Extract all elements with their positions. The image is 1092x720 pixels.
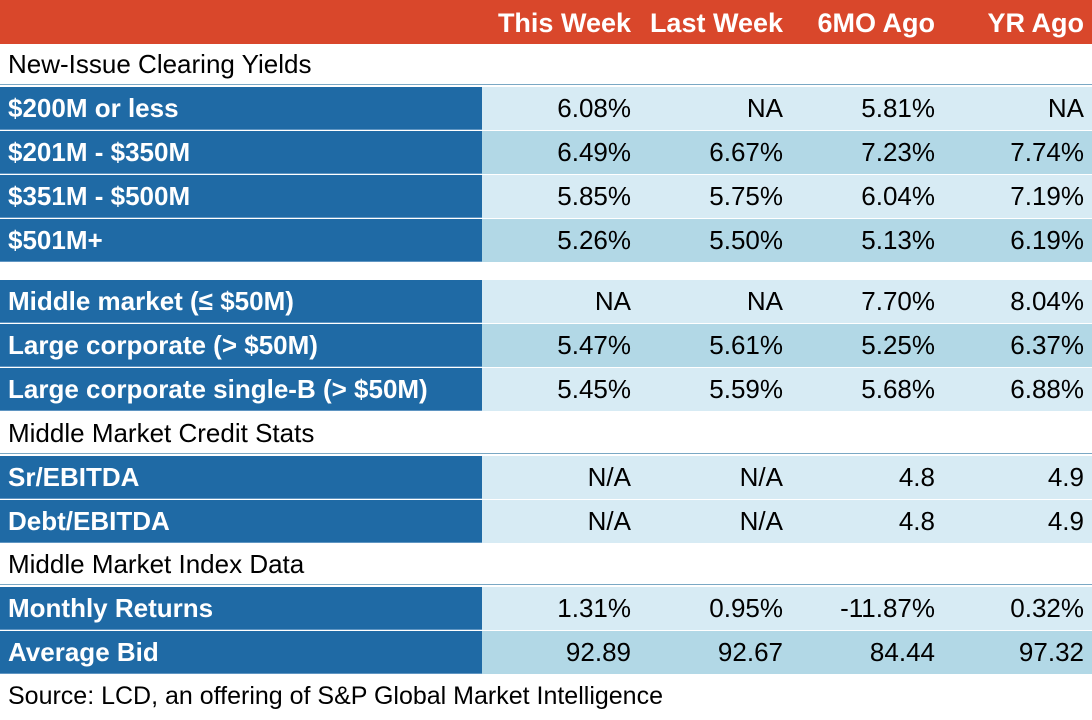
source-note: Source: LCD, an offering of S&P Global M… (0, 675, 1092, 717)
cell-this-week: 6.49% (557, 137, 631, 167)
cell-this-week: 1.31% (557, 593, 631, 623)
section-title: New-Issue Clearing Yields (0, 44, 1092, 85)
cell-last-week: N/A (739, 506, 783, 536)
section-title: Middle Market Index Data (0, 544, 1092, 585)
cell-this-week: 5.26% (557, 225, 631, 255)
cell-yr-ago: 8.04% (1010, 286, 1084, 316)
cell-yr-ago: 4.9 (1047, 506, 1084, 536)
col-this-week: This Week (497, 7, 631, 38)
cell-yr-ago: 4.9 (1047, 462, 1084, 492)
row-label: Sr/EBITDA (0, 456, 482, 499)
cell-this-week: 6.08% (557, 93, 631, 123)
cell-this-week: 5.85% (557, 181, 631, 211)
table-row: $501M+ 5.26% 5.50% 5.13% 6.19% (0, 219, 1092, 262)
section-title-text: New-Issue Clearing Yields (8, 48, 312, 79)
cell-yr-ago: 97.32 (1018, 637, 1084, 667)
col-yr-ago: YR Ago (987, 7, 1085, 38)
row-label: Monthly Returns (0, 587, 482, 630)
cell-this-week: N/A (587, 462, 631, 492)
table-row: $200M or less 6.08% NA 5.81% NA (0, 87, 1092, 130)
cell-6mo-ago: 6.04% (861, 181, 935, 211)
table-row: Debt/EBITDA N/A N/A 4.8 4.9 (0, 500, 1092, 543)
cell-6mo-ago: 5.25% (861, 330, 935, 360)
table-row: Sr/EBITDA N/A N/A 4.8 4.9 (0, 456, 1092, 499)
cell-this-week: NA (594, 286, 631, 316)
table-row: Large corporate single-B (> $50M) 5.45% … (0, 368, 1092, 411)
cell-yr-ago: 0.32% (1010, 593, 1084, 623)
row-label: $501M+ (0, 219, 482, 262)
section-title-text: Middle Market Index Data (8, 548, 305, 579)
row-label: Middle market (≤ $50M) (0, 280, 482, 323)
cell-yr-ago: 6.19% (1010, 225, 1084, 255)
cell-6mo-ago: 7.23% (861, 137, 935, 167)
cell-last-week: NA (746, 93, 783, 123)
cell-6mo-ago: 5.13% (861, 225, 935, 255)
col-last-week: Last Week (649, 7, 783, 38)
table-row: Large corporate (> $50M) 5.47% 5.61% 5.2… (0, 324, 1092, 367)
table-row: $201M - $350M 6.49% 6.67% 7.23% 7.74% (0, 131, 1092, 174)
cell-last-week: 5.61% (709, 330, 783, 360)
cell-6mo-ago: 5.81% (861, 93, 935, 123)
cell-last-week: 5.59% (709, 374, 783, 404)
cell-6mo-ago: 84.44 (869, 637, 935, 667)
section-spacer (0, 262, 1092, 278)
cell-yr-ago: 6.37% (1010, 330, 1084, 360)
cell-this-week: 92.89 (565, 637, 631, 667)
cell-6mo-ago: 5.68% (861, 374, 935, 404)
cell-6mo-ago: 4.8 (898, 506, 935, 536)
cell-yr-ago: NA (1047, 93, 1084, 123)
row-label: Large corporate single-B (> $50M) (0, 368, 482, 411)
row-label: $351M - $500M (0, 175, 482, 218)
col-6mo-ago: 6MO Ago (817, 7, 936, 38)
row-label: $201M - $350M (0, 131, 482, 174)
row-label: $200M or less (0, 87, 482, 130)
cell-last-week: 92.67 (717, 637, 783, 667)
table-row: $351M - $500M 5.85% 5.75% 6.04% 7.19% (0, 175, 1092, 218)
cell-6mo-ago: 4.8 (898, 462, 935, 492)
cell-last-week: 5.50% (709, 225, 783, 255)
cell-last-week: NA (746, 286, 783, 316)
cell-this-week: 5.45% (557, 374, 631, 404)
row-label: Average Bid (0, 631, 482, 674)
cell-last-week: 0.95% (709, 593, 783, 623)
cell-6mo-ago: 7.70% (861, 286, 935, 316)
row-label: Debt/EBITDA (0, 500, 482, 543)
cell-yr-ago: 7.19% (1010, 181, 1084, 211)
section-title-text: Middle Market Credit Stats (8, 417, 315, 448)
table-row: Average Bid 92.89 92.67 84.44 97.32 (0, 631, 1092, 674)
cell-this-week: N/A (587, 506, 631, 536)
cell-last-week: N/A (739, 462, 783, 492)
table-row: Monthly Returns 1.31% 0.95% -11.87% 0.32… (0, 587, 1092, 630)
section-title: Middle Market Credit Stats (0, 413, 1092, 454)
cell-6mo-ago: -11.87% (840, 593, 935, 623)
table-row: Middle market (≤ $50M) NA NA 7.70% 8.04% (0, 280, 1092, 323)
cell-last-week: 5.75% (709, 181, 783, 211)
cell-last-week: 6.67% (709, 137, 783, 167)
cell-yr-ago: 7.74% (1010, 137, 1084, 167)
table-header: This Week Last Week 6MO Ago YR Ago (0, 0, 1092, 44)
cell-yr-ago: 6.88% (1010, 374, 1084, 404)
row-label: Large corporate (> $50M) (0, 324, 482, 367)
source-text: Source: LCD, an offering of S&P Global M… (8, 681, 663, 710)
header-blank (0, 0, 482, 44)
cell-this-week: 5.47% (557, 330, 631, 360)
